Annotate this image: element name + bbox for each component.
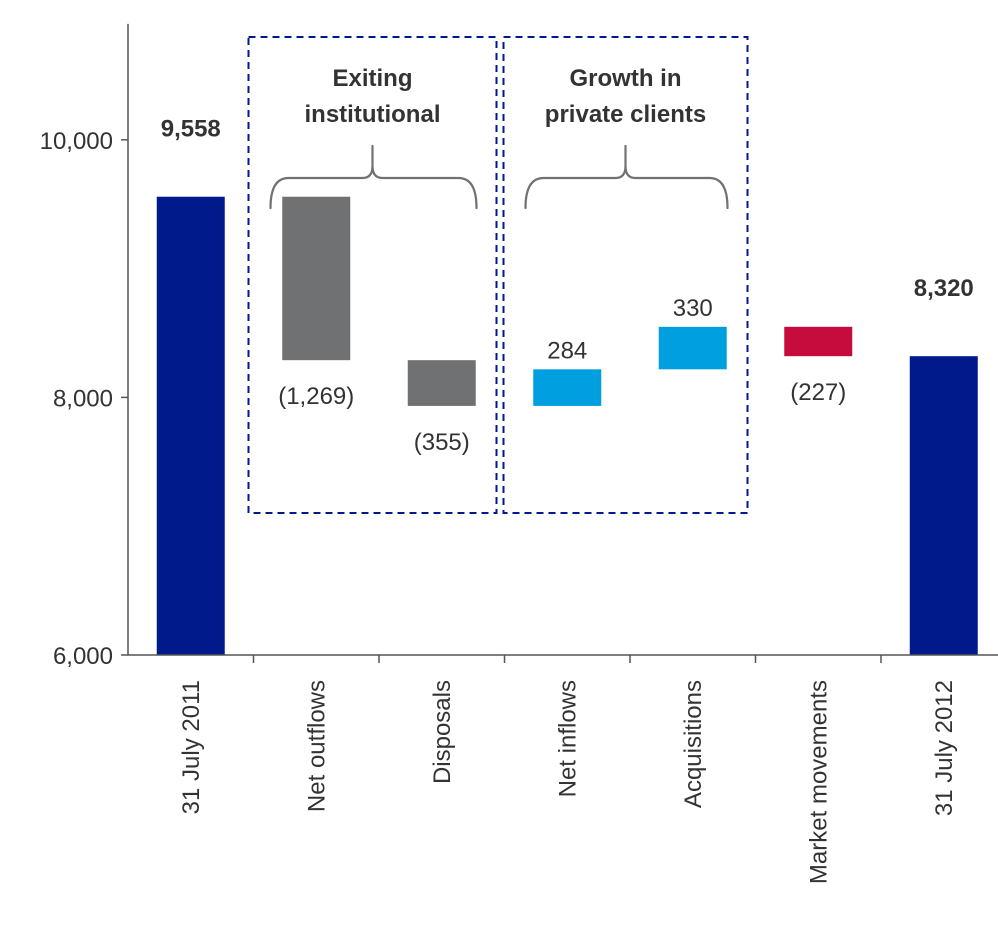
- x-label-31-july-2012: 31 July 2012: [931, 680, 958, 816]
- bar-disposals: [407, 360, 476, 406]
- group-box-2: [502, 36, 749, 514]
- value-label-31-july-2012: 8,320: [914, 275, 974, 302]
- x-label-disposals: Disposals: [429, 680, 456, 784]
- group-brace-1: [269, 144, 478, 210]
- value-label-market-movements: (227): [790, 379, 846, 406]
- value-labels: 9,558 (1,269) (355) 284 330 (227) 8,320: [161, 116, 974, 456]
- x-label-31-july-2011: 31 July 2011: [178, 680, 205, 814]
- bar-acquisitions: [658, 326, 727, 370]
- bar-net-inflows: [533, 369, 602, 406]
- y-tick-label-10000: 10,000: [40, 128, 113, 155]
- value-label-disposals: (355): [414, 429, 470, 456]
- x-label-acquisitions: Acquisitions: [680, 680, 707, 808]
- group-title-1-line-2: institutional: [305, 101, 441, 128]
- value-label-net-outflows: (1,269): [278, 383, 354, 410]
- group-brace-2: [524, 144, 729, 210]
- x-label-market-movements: Market movements: [805, 680, 832, 884]
- bar-31-july-2011: [156, 196, 225, 655]
- bar-31-july-2012: [909, 356, 978, 655]
- group-boxes: Exiting institutional Growth in private cli…: [247, 36, 749, 514]
- bars: [156, 196, 978, 655]
- bar-net-outflows: [282, 196, 351, 361]
- bar-market-movements: [784, 326, 853, 357]
- y-tick-label-6000: 6,000: [53, 643, 113, 670]
- group-box-1: [247, 36, 498, 514]
- value-label-acquisitions: 330: [673, 295, 713, 322]
- group-title-2-line-2: private clients: [545, 101, 706, 128]
- value-label-31-july-2011: 9,558: [161, 116, 221, 143]
- y-tick-label-8000: 8,000: [53, 385, 113, 412]
- x-label-net-inflows: Net inflows: [554, 680, 581, 797]
- value-label-net-inflows: 284: [547, 337, 587, 364]
- group-title-1-line-1: Exiting: [332, 65, 412, 92]
- axes: 6,000 8,000 10,000 31 July 2011 Net outflows…: [40, 23, 998, 884]
- x-label-net-outflows: Net outflows: [303, 680, 330, 812]
- group-title-2-line-1: Growth in: [570, 65, 682, 92]
